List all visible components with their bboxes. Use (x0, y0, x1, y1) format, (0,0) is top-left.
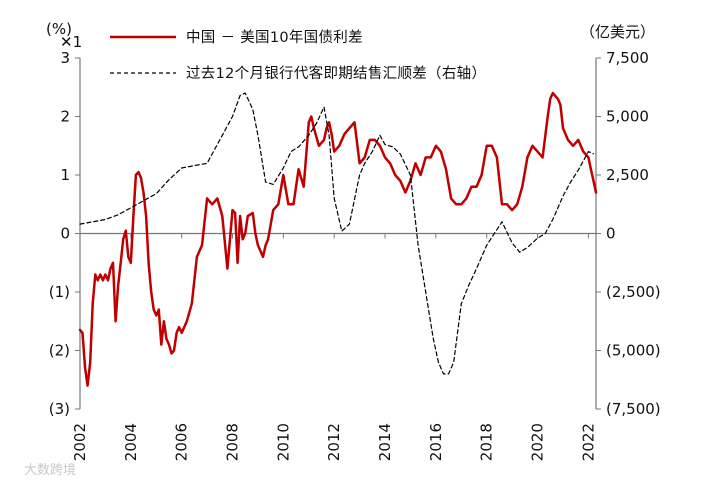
left-axis-unit: (%) (46, 20, 72, 38)
legend-label-spread: 中国 － 美国10年国债利差 (186, 29, 363, 46)
right-tick-label: 2,500 (606, 166, 649, 184)
left-tick-label: 2 (60, 108, 70, 126)
series-line-fx-surplus (79, 92, 595, 375)
x-tick-label: 2018 (478, 423, 496, 461)
right-tick-label: (7,500) (606, 400, 661, 418)
left-tick-label: 1 (60, 166, 70, 184)
x-tick-label: 2014 (376, 423, 394, 461)
watermark: 大数跨境 (24, 463, 76, 478)
x-tick-label: 2010 (274, 423, 292, 461)
x-tick-label: 2002 (71, 423, 89, 461)
corner-mark: ✕1 (60, 33, 82, 51)
left-tick-label: (1) (49, 283, 70, 301)
left-axis-ticks: (3) (2) (1) 0 1 2 3 (49, 49, 80, 418)
x-tick-label: 2008 (224, 423, 242, 461)
axes (79, 58, 597, 409)
series-line-spread (78, 91, 598, 387)
right-tick-label: 5,000 (606, 108, 649, 126)
legend: 中国 － 美国10年国债利差 过去12个月银行代客即期结售汇顺差（右轴） (110, 29, 486, 82)
right-tick-label: (2,500) (606, 283, 661, 301)
right-axis-ticks: (7,500) (5,000) (2,500) 0 2,500 5,000 7,500 (596, 49, 661, 418)
left-tick-label: (3) (49, 400, 70, 418)
x-tick-label: 2006 (173, 423, 191, 461)
left-tick-label: 0 (60, 225, 70, 243)
left-tick-label: (2) (49, 342, 70, 360)
right-tick-label: 7,500 (606, 49, 649, 67)
x-axis-ticks: 2002 2004 2006 2008 2010 2012 2014 2016 2018 2020… (71, 233, 597, 461)
right-tick-label: (5,000) (606, 342, 661, 360)
x-tick-label: 2020 (529, 423, 547, 461)
right-axis-unit: （亿美元） (580, 23, 655, 41)
legend-label-fx-surplus: 过去12个月银行代客即期结售汇顺差（右轴） (186, 65, 486, 82)
x-tick-label: 2016 (427, 423, 445, 461)
left-tick-label: 3 (60, 49, 70, 67)
series-layer (78, 91, 598, 387)
x-tick-label: 2022 (579, 423, 597, 461)
right-tick-label: 0 (606, 225, 616, 243)
x-tick-label: 2004 (122, 423, 140, 461)
x-tick-label: 2012 (325, 423, 343, 461)
